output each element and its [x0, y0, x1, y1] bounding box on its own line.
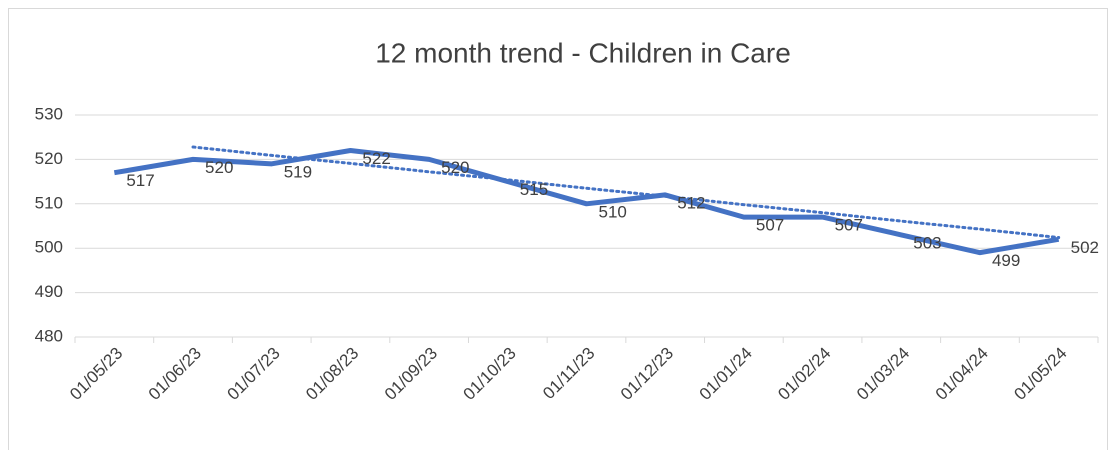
y-tick-label: 530: [35, 104, 63, 123]
data-label: 502: [1071, 238, 1099, 257]
data-label: 510: [599, 202, 627, 221]
chart-frame: [8, 8, 1108, 450]
y-tick-label: 510: [35, 193, 63, 212]
data-label: 499: [992, 251, 1020, 270]
y-tick-label: 520: [35, 149, 63, 168]
data-label: 503: [913, 233, 941, 252]
data-label: 520: [205, 158, 233, 177]
trendline: [191, 145, 1061, 240]
data-label: 515: [520, 180, 548, 199]
data-label: 517: [126, 171, 154, 190]
data-label: 520: [441, 158, 469, 177]
data-label: 507: [835, 216, 863, 235]
line: [113, 148, 1060, 256]
y-tick-label: 500: [35, 238, 63, 257]
y-tick-label: 480: [35, 326, 63, 345]
data-label: 512: [677, 193, 705, 212]
y-tick-label: 490: [35, 282, 63, 301]
chart-title: 12 month trend - Children in Care: [375, 37, 791, 68]
data-label: 507: [756, 216, 784, 235]
data-label: 519: [284, 162, 312, 181]
data-label: 522: [362, 149, 390, 168]
